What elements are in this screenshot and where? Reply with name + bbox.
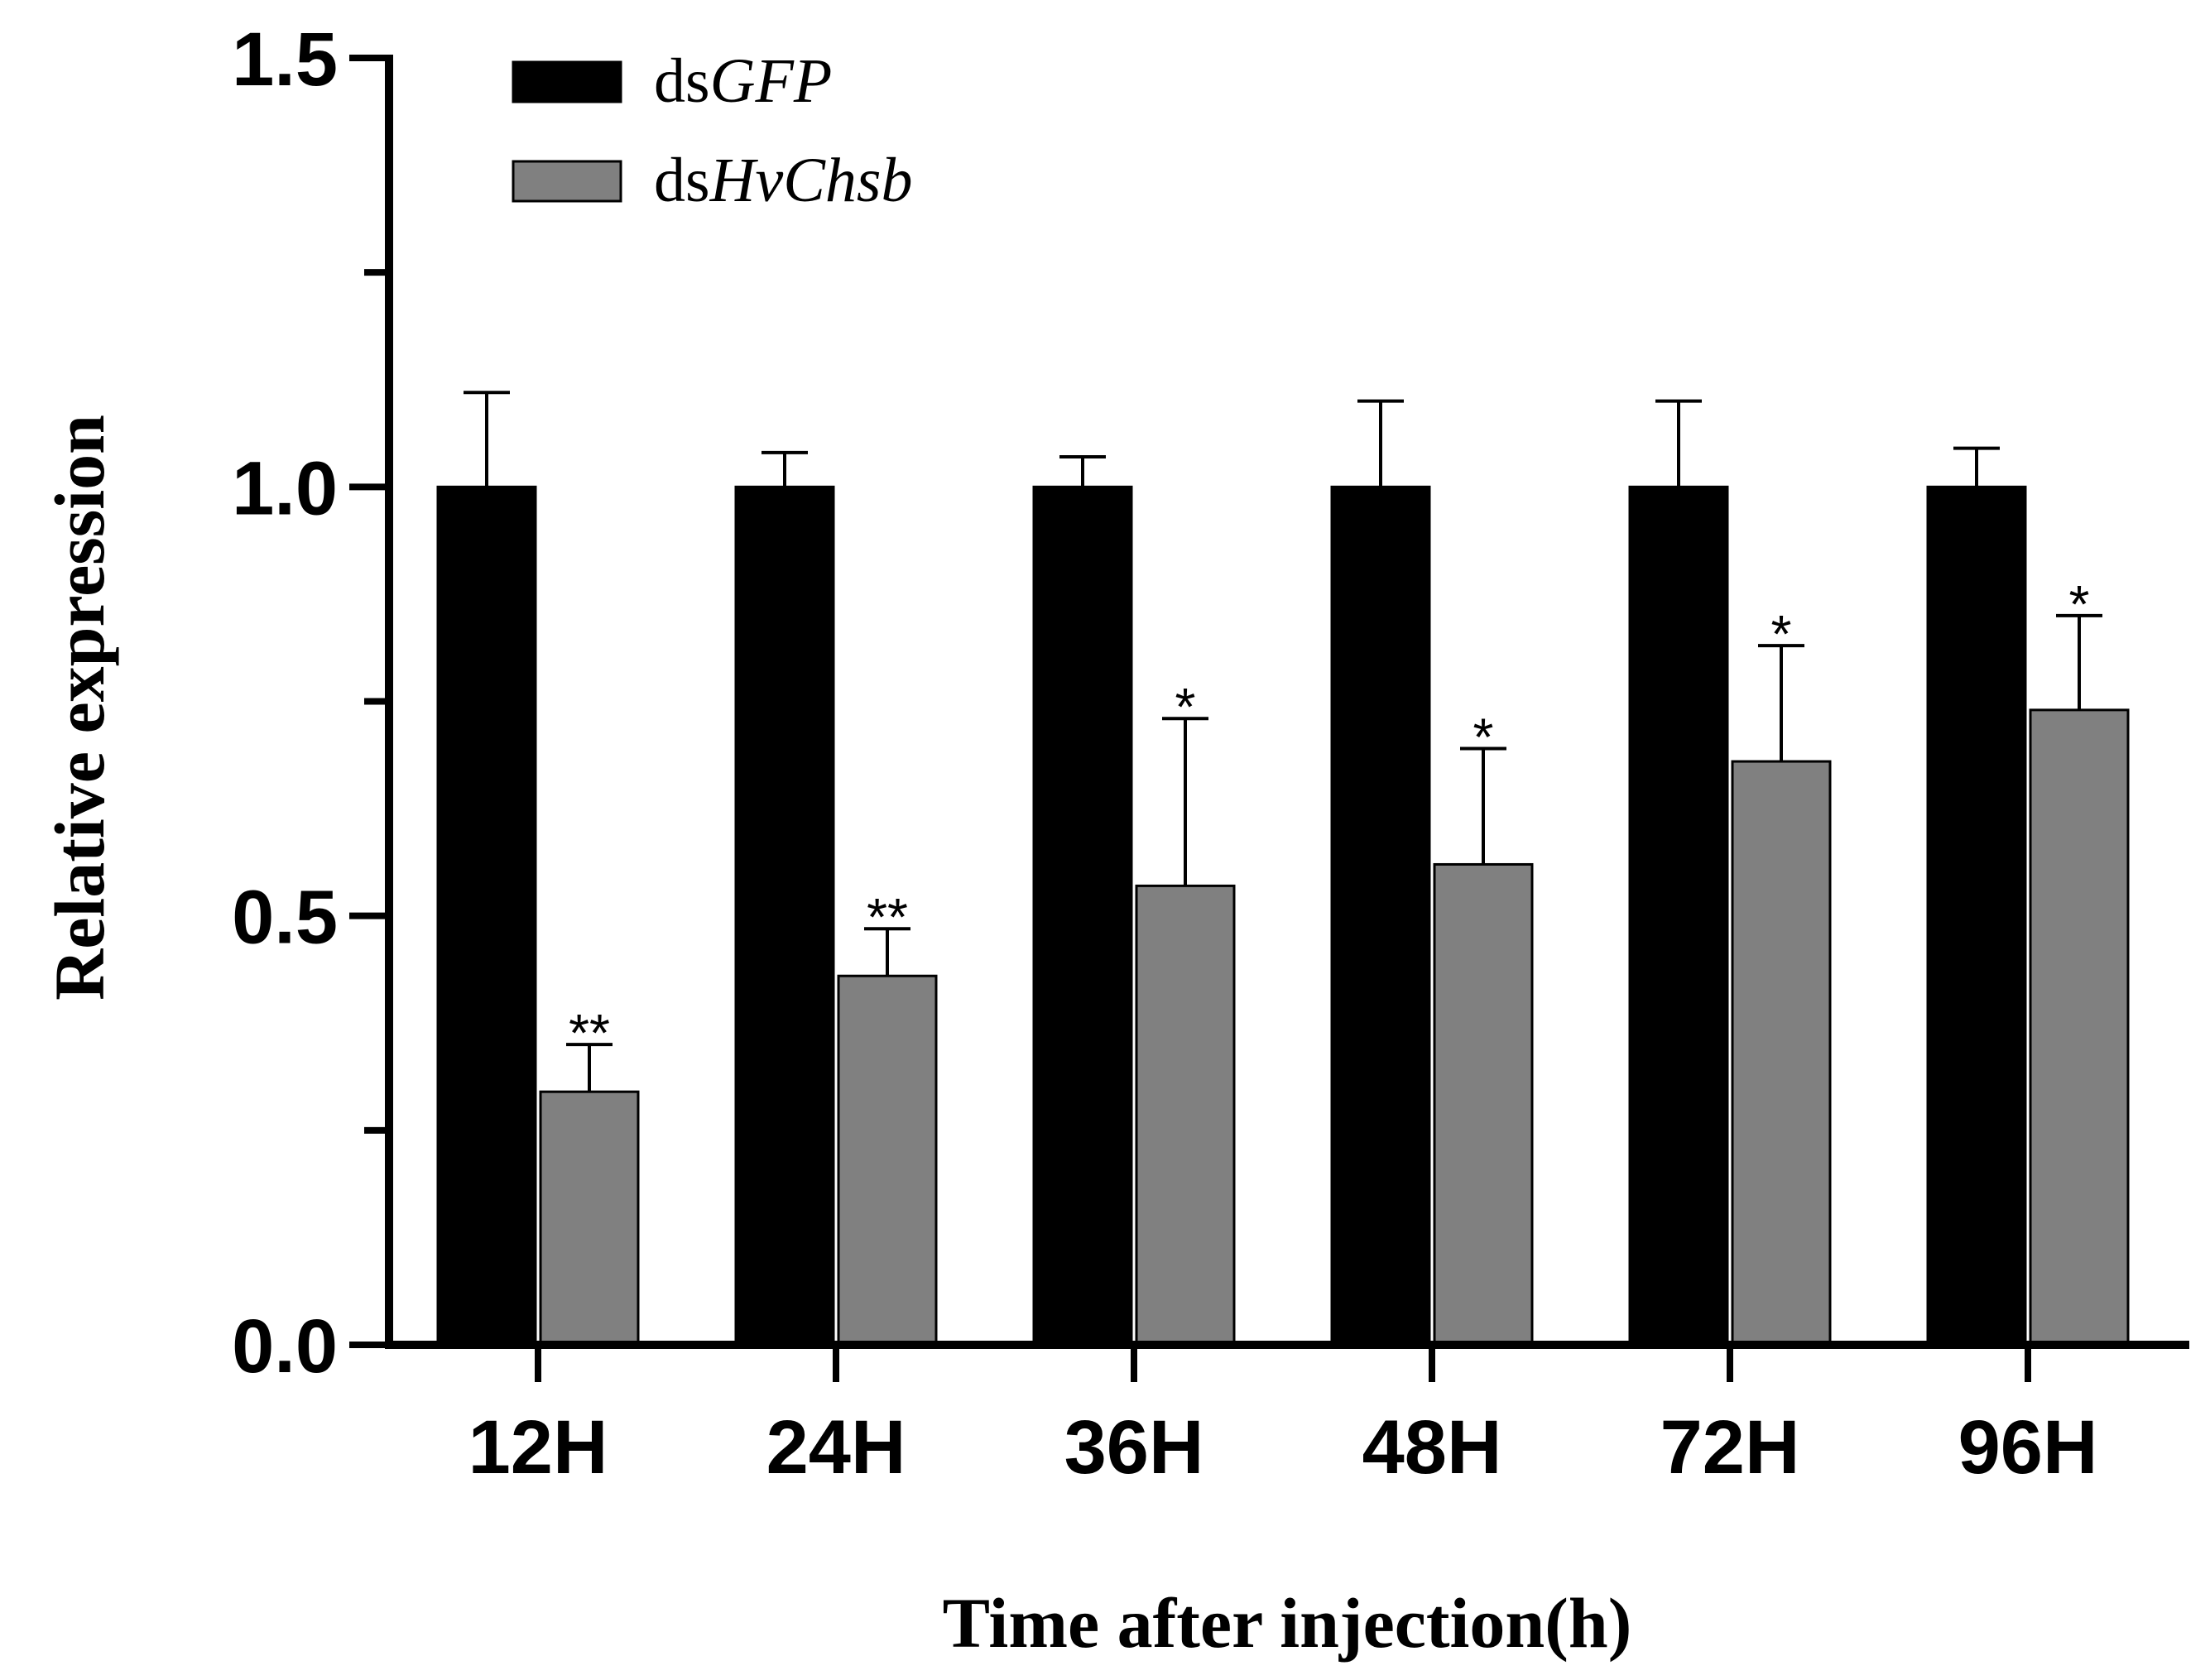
x-tick-label: 48H <box>1362 1405 1502 1490</box>
significance-label-12H: ** <box>569 1003 610 1063</box>
bar-dsGFP-12H <box>436 485 537 1346</box>
legend-label-dsHvChsb: dsHvChsb <box>654 146 912 215</box>
bar-dsGFP-24H <box>734 485 835 1346</box>
significance-label-96H: * <box>2069 574 2090 634</box>
bar-dsHvChsb-24H <box>837 974 938 1346</box>
bar-dsHvChsb-12H <box>539 1090 640 1346</box>
tick-labels-layer: 0.0 0.5 1.0 1.5 12H 24H 36H 48H 72H 96H <box>232 17 2097 1490</box>
x-tick-label: 12H <box>468 1405 608 1490</box>
y-tick-label: 0.5 <box>232 876 338 960</box>
y-tick-label: 1.0 <box>232 446 338 530</box>
x-tick-label: 24H <box>766 1405 906 1490</box>
bar-dsGFP-48H <box>1330 485 1431 1346</box>
significance-label-72H: * <box>1771 604 1792 664</box>
x-tick-label: 96H <box>1958 1405 2098 1490</box>
x-axis-title: Time after injection(h) <box>943 1583 1632 1663</box>
bar-dsGFP-72H <box>1628 485 1729 1346</box>
bar-dsGFP-96H <box>1926 485 2027 1346</box>
significance-label-36H: * <box>1175 677 1196 737</box>
bar-dsGFP-36H <box>1032 485 1133 1346</box>
bar-dsHvChsb-36H <box>1135 884 1236 1346</box>
error-bars-layer: ******** <box>464 391 2102 1092</box>
y-tick-label: 1.5 <box>232 17 338 102</box>
bars-layer <box>436 485 2130 1346</box>
axes-layer <box>349 55 2189 1382</box>
y-tick-label: 0.0 <box>232 1304 338 1389</box>
significance-label-48H: * <box>1473 708 1494 767</box>
bar-dsHvChsb-96H <box>2029 708 2130 1346</box>
y-axis-title: Relative expression <box>40 415 119 1001</box>
bar-dsHvChsb-48H <box>1433 862 1534 1346</box>
legend-swatch-dsGFP <box>512 60 622 103</box>
legend-label-dsGFP: dsGFP <box>654 46 832 116</box>
significance-label-24H: ** <box>867 887 908 947</box>
x-tick-label: 36H <box>1064 1405 1204 1490</box>
legend-swatch-dsHvChsb <box>512 160 622 203</box>
bar-dsHvChsb-72H <box>1731 760 1832 1346</box>
x-tick-label: 72H <box>1660 1405 1800 1490</box>
legend: dsGFP dsHvChsb <box>512 46 912 215</box>
